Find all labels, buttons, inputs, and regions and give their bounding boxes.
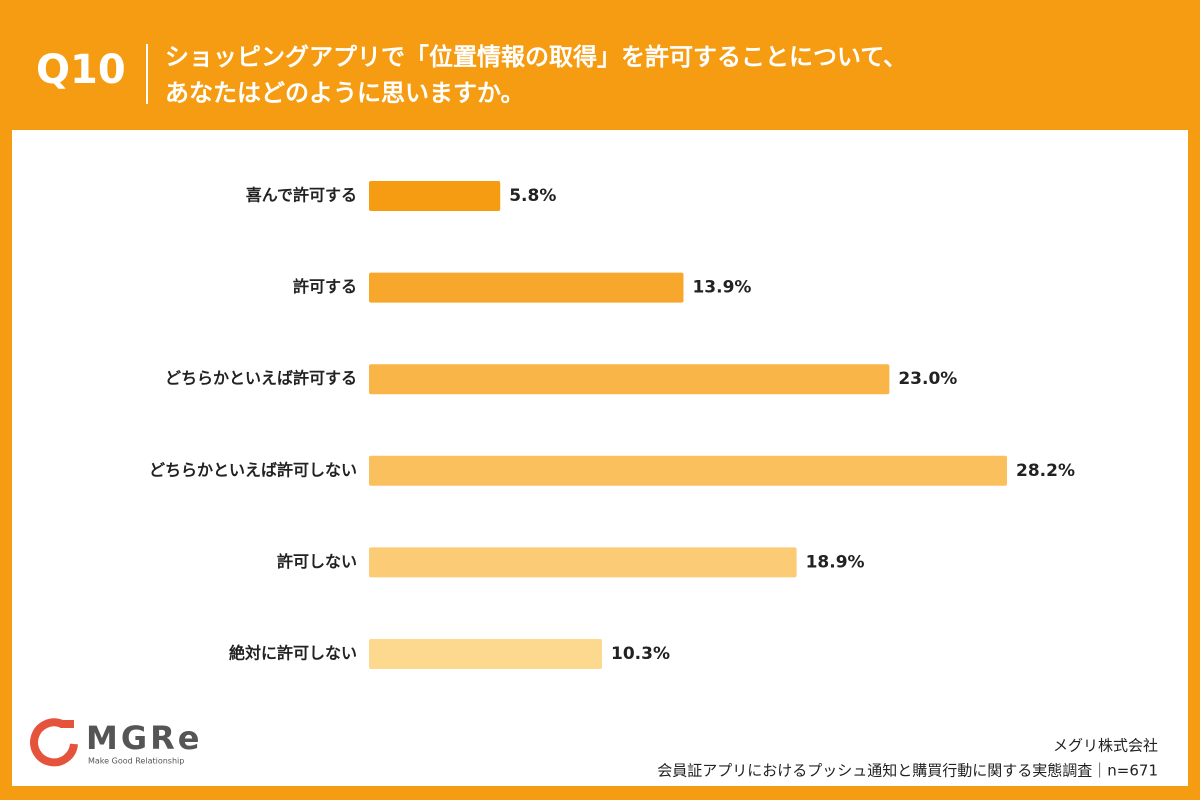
value-label: 10.3% [611, 644, 670, 664]
logo-name: MGRe [86, 719, 202, 757]
category-label: どちらかといえば許可する [165, 369, 357, 388]
title-line: ショッピングアプリで「位置情報の取得」を許可することについて、 [165, 43, 907, 71]
question-number: Q10 [36, 47, 126, 93]
value-label: 13.9% [692, 278, 751, 298]
source: メグリ株式会社 [1053, 737, 1158, 755]
value-label: 28.2% [1016, 461, 1075, 481]
bar [369, 547, 797, 578]
category-label: 許可する [293, 277, 357, 296]
bar [369, 455, 1007, 486]
bar [369, 181, 501, 211]
note: 会員証アプリにおけるプッシュ通知と購買行動に関する実態調査｜n=671 [657, 762, 1158, 780]
category-label: 喜んで許可する [246, 186, 357, 205]
logo: MGRe Make Good Relationship [30, 718, 202, 767]
logo-icon [60, 720, 74, 728]
category-label: どちらかといえば許可しない [149, 460, 357, 479]
value-label: 5.8% [509, 186, 556, 206]
logo-icon [30, 718, 78, 767]
category-label: 絶対に許可しない [229, 644, 357, 663]
bar [369, 639, 603, 669]
value-label: 18.9% [806, 552, 865, 572]
bar [369, 364, 890, 395]
title-line: あなたはどのように思いますか。 [165, 79, 525, 107]
logo-tagline: Make Good Relationship [88, 757, 184, 766]
category-label: 許可しない [277, 552, 357, 571]
value-label: 23.0% [898, 369, 957, 389]
bar [369, 272, 684, 303]
